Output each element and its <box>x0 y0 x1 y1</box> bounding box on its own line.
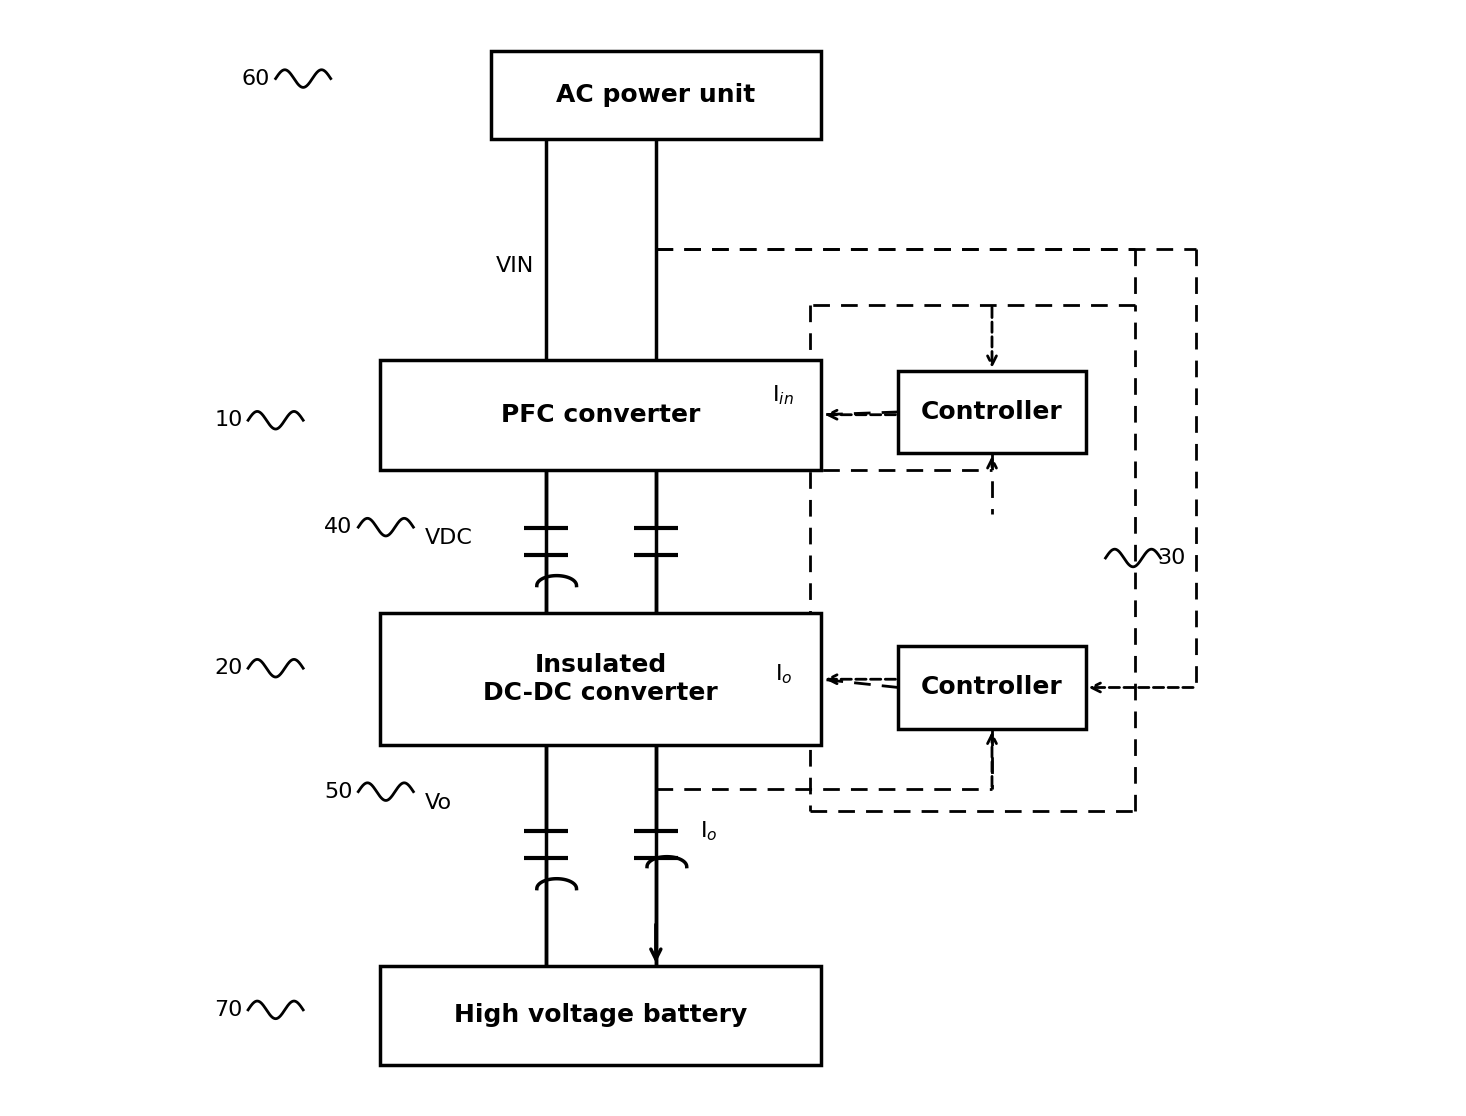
FancyBboxPatch shape <box>380 613 821 745</box>
Text: 50: 50 <box>324 781 353 801</box>
Text: Vo: Vo <box>425 792 452 812</box>
Text: 60: 60 <box>242 68 270 88</box>
Text: High voltage battery: High voltage battery <box>454 1003 748 1028</box>
Text: I$_o$: I$_o$ <box>776 662 793 685</box>
Text: 20: 20 <box>214 658 242 679</box>
Text: VIN: VIN <box>496 256 534 276</box>
Text: Controller: Controller <box>921 400 1063 424</box>
Text: Insulated
DC-DC converter: Insulated DC-DC converter <box>484 653 718 705</box>
FancyBboxPatch shape <box>380 359 821 470</box>
FancyBboxPatch shape <box>899 646 1086 729</box>
Text: 40: 40 <box>324 517 353 537</box>
FancyBboxPatch shape <box>899 371 1086 453</box>
Text: Controller: Controller <box>921 675 1063 700</box>
FancyBboxPatch shape <box>380 965 821 1065</box>
Text: VDC: VDC <box>425 528 472 548</box>
Text: 30: 30 <box>1157 548 1186 568</box>
Text: I$_{in}$: I$_{in}$ <box>771 383 793 406</box>
Text: PFC converter: PFC converter <box>501 403 701 426</box>
Text: I$_o$: I$_o$ <box>699 819 717 843</box>
Text: 70: 70 <box>214 1000 242 1020</box>
Text: 10: 10 <box>214 411 242 431</box>
FancyBboxPatch shape <box>491 51 821 140</box>
Text: AC power unit: AC power unit <box>556 83 755 107</box>
